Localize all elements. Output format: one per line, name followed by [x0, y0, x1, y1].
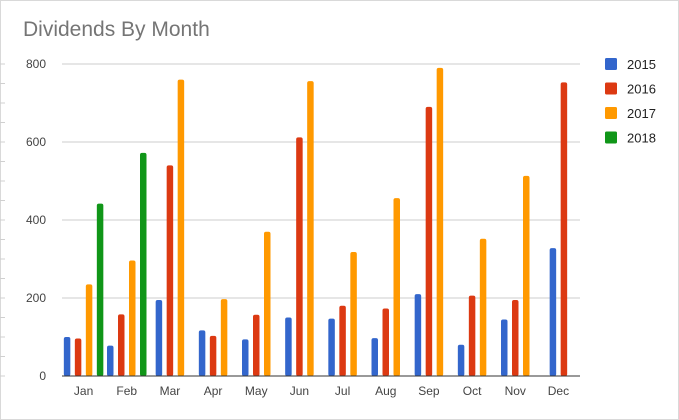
- x-tick-label: Mar: [160, 384, 181, 398]
- x-tick-label: Jun: [290, 384, 309, 398]
- bar-2018-Feb[interactable]: [140, 152, 147, 376]
- bar-2015-Oct[interactable]: [457, 344, 465, 376]
- legend-swatch-2018: [605, 131, 617, 144]
- legend-label-2015[interactable]: 2015: [627, 57, 656, 72]
- bar-2015-May[interactable]: [242, 339, 249, 376]
- y-tick-label: 400: [26, 213, 46, 227]
- bar-2017-Oct[interactable]: [479, 238, 487, 376]
- bar-2016-Apr[interactable]: [209, 335, 217, 376]
- bar-2017-Nov[interactable]: [523, 175, 530, 376]
- bar-2015-Jan[interactable]: [63, 337, 71, 376]
- bar-2018-Jan[interactable]: [96, 203, 104, 376]
- bar-2015-Aug[interactable]: [371, 338, 379, 376]
- x-tick-label: Nov: [505, 384, 526, 398]
- chart-title: Dividends By Month: [23, 18, 210, 41]
- x-axis: Jan Feb Mar Apr May Jun Jul Aug Sep Oct Nov Dec: [62, 375, 580, 398]
- legend-label-2016[interactable]: 2016: [627, 82, 656, 97]
- bar-2016-Nov[interactable]: [512, 299, 519, 376]
- x-tick-label: Oct: [463, 384, 482, 398]
- bar-2015-Mar[interactable]: [155, 299, 163, 376]
- legend-swatch-2016: [605, 82, 617, 95]
- bars: [63, 67, 568, 377]
- y-tick-label: 600: [26, 135, 46, 149]
- y-tick-label: 0: [39, 369, 46, 383]
- bar-2017-Aug[interactable]: [393, 198, 401, 376]
- bar-2016-Mar[interactable]: [166, 165, 174, 376]
- bar-2015-Sep[interactable]: [414, 294, 422, 376]
- bar-2015-Feb[interactable]: [107, 345, 114, 376]
- bar-2016-Dec[interactable]: [560, 82, 568, 376]
- x-tick-label: Jan: [74, 384, 93, 398]
- x-tick-label: Feb: [116, 384, 137, 398]
- bar-2017-Apr[interactable]: [220, 299, 228, 376]
- bar-2016-Feb[interactable]: [118, 314, 125, 376]
- bar-2016-Jul[interactable]: [339, 305, 346, 376]
- bar-2016-Jan[interactable]: [74, 338, 82, 376]
- bar-2016-Sep[interactable]: [425, 106, 433, 377]
- bar-2017-Mar[interactable]: [177, 79, 185, 376]
- y-axis: 0 200 400 600 800: [0, 57, 46, 383]
- bar-2017-Jan[interactable]: [85, 284, 93, 376]
- bar-2017-Feb[interactable]: [129, 260, 136, 376]
- bar-2017-Jul[interactable]: [350, 251, 357, 376]
- bar-2017-Sep[interactable]: [436, 67, 444, 377]
- bar-2016-Aug[interactable]: [382, 308, 390, 376]
- x-tick-label: Aug: [375, 384, 396, 398]
- legend-label-2017[interactable]: 2017: [627, 106, 656, 121]
- x-tick-label: Apr: [204, 384, 223, 398]
- legend-swatch-2017: [605, 107, 617, 119]
- y-tick-label: 200: [26, 291, 46, 305]
- y-tick-label: 800: [26, 57, 46, 71]
- bar-2017-Jun[interactable]: [307, 81, 314, 376]
- bar-2017-May[interactable]: [264, 231, 271, 376]
- bar-2016-Jun[interactable]: [296, 137, 303, 376]
- bar-2015-Nov[interactable]: [501, 319, 508, 376]
- bar-2015-Apr[interactable]: [198, 330, 206, 376]
- bar-2016-May[interactable]: [253, 314, 260, 376]
- legend[interactable]: 2015 2016 2017 2018: [605, 57, 656, 146]
- bar-2015-Jun[interactable]: [285, 317, 292, 377]
- legend-label-2018[interactable]: 2018: [627, 131, 656, 146]
- x-tick-label: Dec: [548, 384, 569, 398]
- x-tick-label: Jul: [335, 384, 350, 398]
- bar-2015-Jul[interactable]: [328, 318, 335, 376]
- x-tick-label: Sep: [418, 384, 440, 398]
- x-tick-label: May: [245, 384, 268, 398]
- legend-swatch-2015: [605, 58, 617, 70]
- bar-2015-Dec[interactable]: [549, 248, 557, 376]
- bar-2016-Oct[interactable]: [468, 295, 476, 376]
- gridlines: [62, 63, 580, 299]
